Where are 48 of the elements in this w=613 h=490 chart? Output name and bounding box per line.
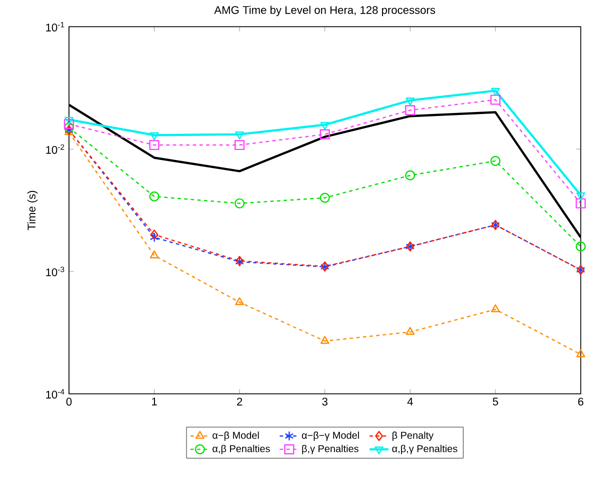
y-tick-label: 10$^{-4}$: [46, 389, 64, 399]
x-tick-label: 4: [407, 398, 413, 406]
point: [576, 242, 586, 252]
point: [234, 198, 245, 209]
point: [406, 327, 415, 336]
point: [405, 170, 416, 181]
point: [150, 230, 158, 240]
point: [490, 156, 500, 166]
y-tick-label: 10$^{-1}$: [46, 22, 64, 32]
point: [576, 198, 586, 209]
y-tick-label: 10$^{-2}$: [46, 144, 64, 154]
point: [150, 250, 159, 259]
point: [64, 117, 74, 125]
point: [320, 122, 330, 130]
legend-label: α−β Model: [212, 432, 259, 442]
legend-label: α−β−γ Model: [302, 432, 359, 442]
point: [320, 192, 330, 204]
point: [234, 140, 245, 150]
legend-label: β Penalty: [392, 432, 434, 442]
point: [490, 94, 500, 106]
point: [235, 297, 244, 306]
point: [406, 98, 415, 106]
legend-label: α,β Penalties: [212, 445, 270, 454]
chart-title: AMG Time by Level on Hera, 128 processors: [214, 6, 436, 16]
legend-label: α,β,γ Penalties: [392, 445, 458, 454]
x-tick-label: 0: [66, 398, 72, 406]
point: [150, 232, 159, 243]
point: [149, 140, 160, 150]
point: [490, 304, 500, 312]
point: [576, 192, 586, 200]
point: [405, 105, 416, 116]
y-axis-title: Time (s): [27, 191, 38, 230]
x-tick-label: 6: [578, 398, 584, 406]
x-tick-label: 1: [152, 398, 157, 406]
y-tick-label: 10$^{-3}$: [46, 266, 64, 276]
point: [320, 336, 330, 344]
point: [576, 350, 586, 358]
point: [320, 130, 330, 140]
point: [64, 119, 74, 130]
legend-label: β,γ Penalties: [302, 445, 358, 454]
point: [235, 132, 244, 140]
point: [150, 132, 159, 140]
point: [490, 88, 500, 96]
x-tick-label: 5: [492, 398, 498, 406]
point: [64, 122, 74, 133]
x-tick-label: 3: [322, 398, 328, 406]
x-tick-label: 2: [237, 398, 242, 406]
point: [149, 192, 160, 202]
